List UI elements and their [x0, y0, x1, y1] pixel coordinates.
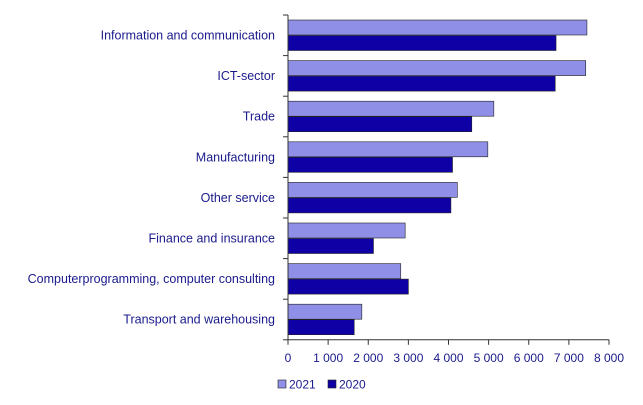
legend-swatch-2021 — [277, 379, 287, 389]
x-tick-label: 2 000 — [353, 351, 383, 365]
bar-2020-6 — [287, 278, 409, 295]
legend: 2021 2020 — [277, 378, 366, 392]
x-tick-label: 5 000 — [474, 351, 504, 365]
category-label: Manufacturing — [196, 150, 275, 164]
bar-2021-0 — [287, 19, 588, 36]
x-tick-label: 1 000 — [313, 351, 343, 365]
bar-2021-4 — [287, 182, 458, 198]
axes-group — [283, 14, 610, 345]
category-labels: Information and communication ICT-sector T… — [28, 29, 275, 327]
category-label: Trade — [243, 110, 275, 124]
x-tick-label: 0 — [285, 351, 292, 365]
bar-2020-5 — [287, 238, 374, 254]
bar-2020-2 — [287, 116, 473, 132]
x-tick-labels: 0 1 000 2 000 3 000 4 000 5 000 6 000 7 000 8 00… — [285, 351, 625, 365]
bar-2021-7 — [287, 303, 363, 320]
bar-2020-7 — [287, 319, 355, 336]
bar-2021-1 — [287, 60, 587, 76]
category-label: Computerprogramming, computer consulting — [28, 272, 275, 286]
legend-label-2021: 2021 — [289, 378, 316, 392]
bar-2020-3 — [287, 157, 453, 173]
bar-2020-4 — [287, 197, 452, 214]
bar-2021-2 — [287, 100, 495, 117]
x-tick-label: 4 000 — [433, 351, 463, 365]
bar-2020-0 — [287, 35, 557, 51]
category-label: Other service — [201, 191, 275, 205]
bar-2021-3 — [287, 141, 489, 158]
x-tick-label: 8 000 — [594, 351, 624, 365]
bar-2021-6 — [287, 263, 402, 279]
bar-2021-5 — [287, 222, 406, 239]
category-label: ICT-sector — [217, 69, 275, 83]
category-label: Information and communication — [101, 29, 275, 43]
legend-label-2020: 2020 — [339, 378, 366, 392]
bar-2020-1 — [287, 75, 556, 92]
x-tick-label: 3 000 — [393, 351, 423, 365]
bars-group — [287, 19, 588, 336]
category-label: Finance and insurance — [149, 232, 276, 246]
x-tick-label: 6 000 — [514, 351, 544, 365]
x-tick-label: 7 000 — [554, 351, 584, 365]
legend-swatch-2020 — [327, 379, 337, 389]
category-label: Transport and warehousing — [123, 313, 275, 327]
